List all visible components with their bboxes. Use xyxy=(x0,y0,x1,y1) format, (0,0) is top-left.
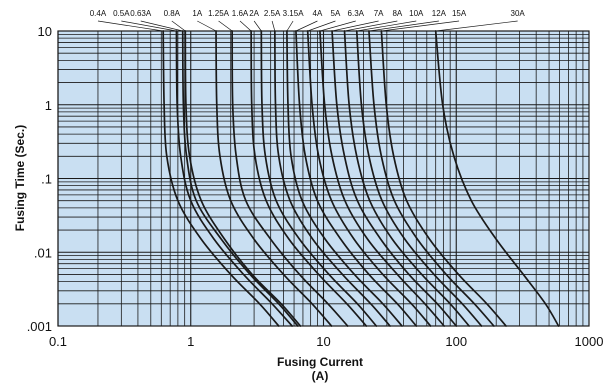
x-axis-label: Fusing Current xyxy=(277,355,363,369)
rating-label: 7A xyxy=(374,9,384,18)
rating-label: 6.3A xyxy=(348,9,365,18)
x-tick-label: 100 xyxy=(445,334,467,349)
rating-label: 2A xyxy=(249,9,259,18)
x-tick-labels: 0.1 1 10 100 1000 xyxy=(49,334,604,349)
rating-leader-line xyxy=(295,20,318,32)
rating-leader-line xyxy=(97,20,164,32)
series-curve-0_63a xyxy=(181,30,299,327)
x-tick-label: 0.1 xyxy=(49,334,67,349)
series-curve-1_25a xyxy=(231,30,349,327)
series-curve-0_5a xyxy=(175,30,293,327)
rating-label: 8A xyxy=(392,9,402,18)
rating-label: 3.15A xyxy=(283,9,305,18)
series-curve-6_3a xyxy=(319,30,445,327)
rating-leader-line xyxy=(286,20,294,32)
rating-leader-line xyxy=(356,20,417,32)
rating-label: 2.5A xyxy=(264,9,281,18)
rating-label: 4A xyxy=(313,9,323,18)
series-curve-2a xyxy=(260,30,378,327)
y-tick-label: .1 xyxy=(41,172,52,187)
series-curve-5a xyxy=(306,30,432,327)
rating-leader-line xyxy=(368,20,439,32)
rating-leader-line xyxy=(319,20,356,32)
series-curves xyxy=(162,30,560,327)
x-tick-label: 10 xyxy=(316,334,330,349)
rating-leader-line xyxy=(140,20,183,32)
series-curve-7a xyxy=(331,30,458,327)
plot-area xyxy=(57,30,590,327)
series-curve-12a xyxy=(368,30,495,327)
rating-leader-line xyxy=(435,20,518,32)
rating-label: 0.4A xyxy=(90,9,107,18)
rating-leader-line xyxy=(331,20,379,32)
rating-leader-line xyxy=(344,20,398,32)
series-curve-0_8a xyxy=(184,30,302,327)
x-tick-label: 1000 xyxy=(575,334,604,349)
rating-leader-line xyxy=(253,20,262,32)
rating-labels: 0.4A 0.5A 0.63A 0.8A 1A 1.25A 1.6A 2A 2.5A 3.15A 4… xyxy=(90,9,526,32)
series-curve-0_4a xyxy=(162,30,280,327)
rating-label: 1.6A xyxy=(232,9,249,18)
rating-label: 15A xyxy=(452,9,467,18)
rating-leader-line xyxy=(218,20,233,32)
rating-leader-line xyxy=(171,20,186,32)
series-curve-2_5a xyxy=(273,30,391,327)
rating-leader-line xyxy=(197,20,217,32)
series-curve-1a xyxy=(215,30,333,327)
y-tick-labels: 10 1 .1 .01 .001 xyxy=(27,24,52,334)
rating-label: 5A xyxy=(331,9,341,18)
rating-label: 10A xyxy=(409,9,424,18)
rating-label: 12A xyxy=(432,9,447,18)
rating-label: 0.5A xyxy=(113,9,130,18)
plot-frame xyxy=(57,30,590,327)
rating-label: 1.25A xyxy=(208,9,230,18)
series-curve-3_15a xyxy=(286,30,403,327)
y-tick-label: 1 xyxy=(45,98,52,113)
rating-leader-line xyxy=(307,20,336,32)
x-tick-label: 1 xyxy=(187,334,194,349)
rating-label: 0.63A xyxy=(130,9,152,18)
series-curve-10a xyxy=(355,30,483,327)
series-curve-30a xyxy=(434,30,560,327)
rating-label: 1A xyxy=(192,9,202,18)
rating-leader-line xyxy=(381,20,460,32)
y-tick-label: .001 xyxy=(27,319,52,334)
series-curve-8a xyxy=(343,30,470,327)
y-tick-label: .01 xyxy=(34,245,52,260)
rating-label: 0.8A xyxy=(164,9,181,18)
series-curve-1_6a xyxy=(250,30,368,327)
y-tick-label: 10 xyxy=(38,24,52,39)
rating-leader-line xyxy=(239,20,252,32)
series-curve-4a xyxy=(295,30,418,327)
rating-leader-line xyxy=(271,20,276,32)
rating-label: 30A xyxy=(511,9,526,18)
y-axis-label: Fusing Time (Sec.) xyxy=(13,125,27,231)
x-axis-unit: (A) xyxy=(312,369,329,383)
series-curve-15a xyxy=(380,30,507,327)
rating-leader-line xyxy=(121,20,177,32)
